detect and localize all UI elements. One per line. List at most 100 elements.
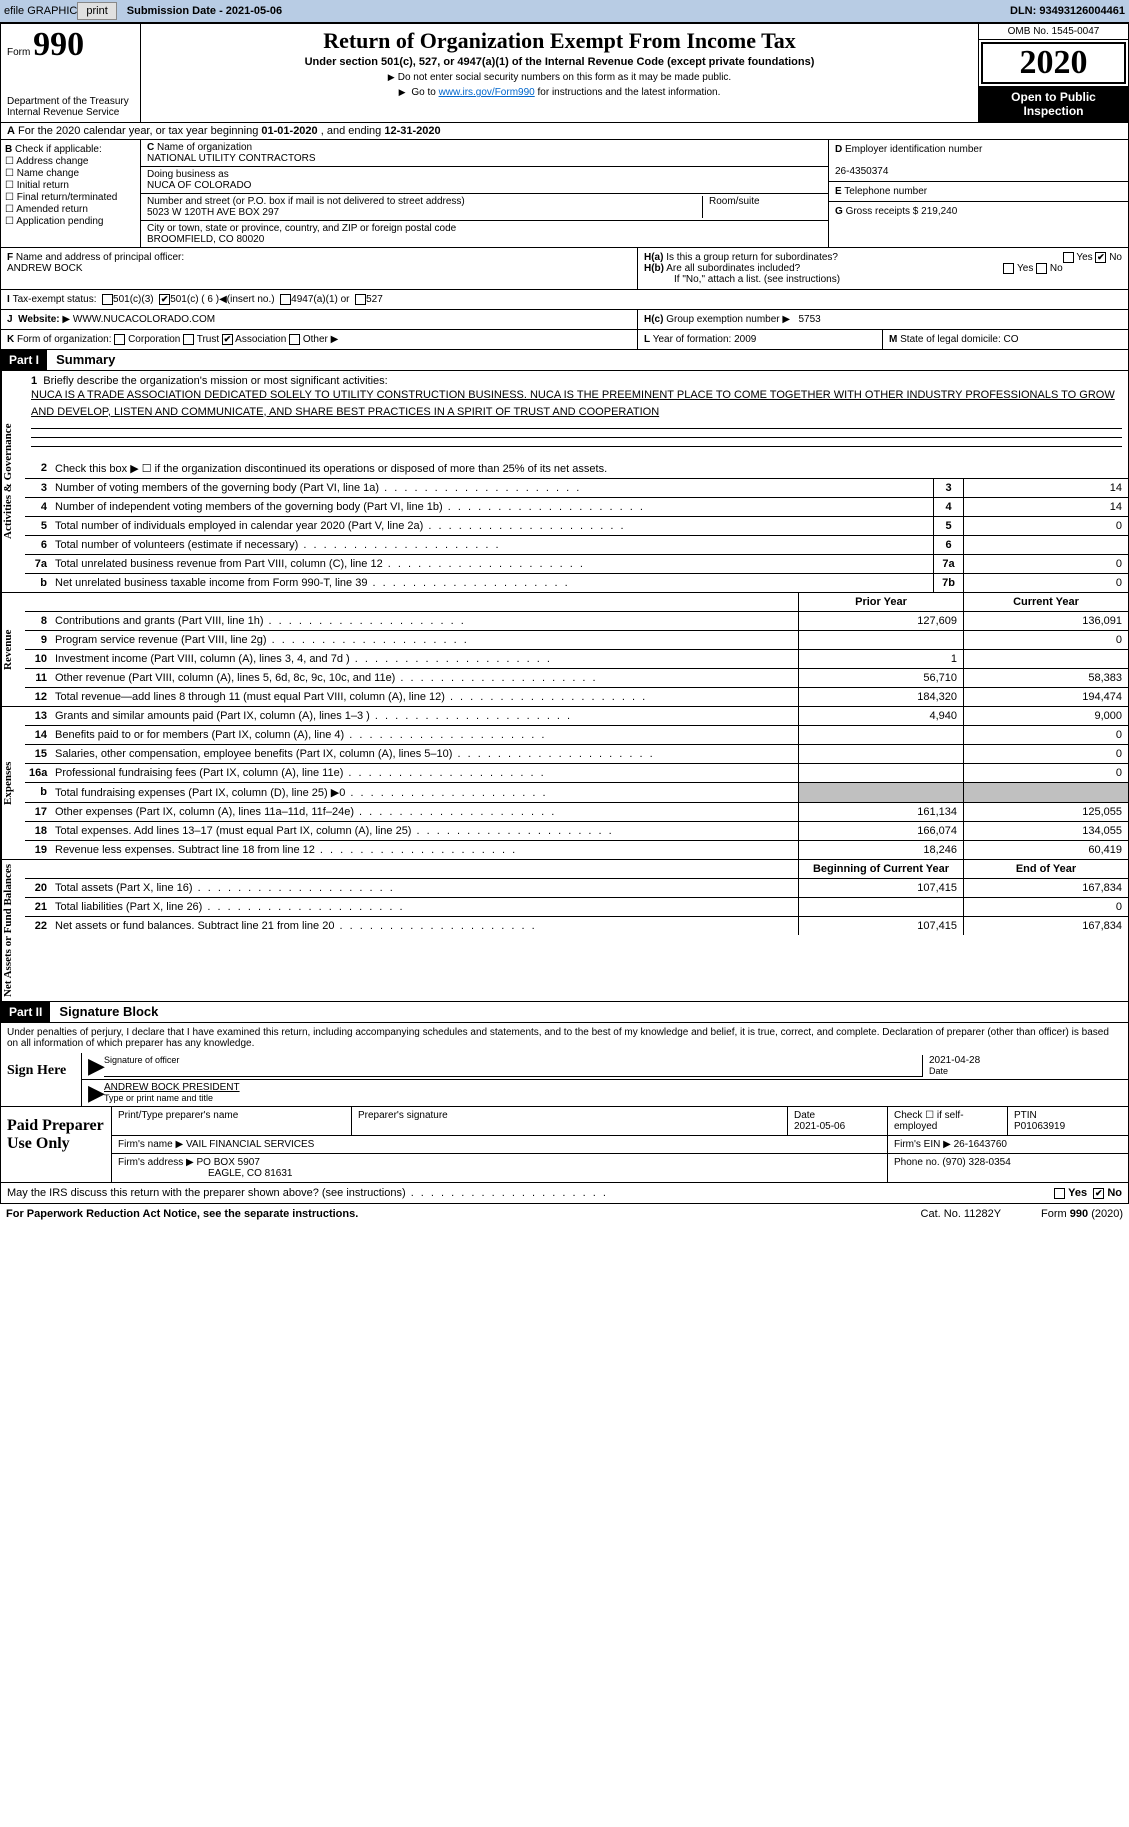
- form-title: Return of Organization Exempt From Incom…: [147, 28, 972, 54]
- discuss-yes: [1054, 1188, 1065, 1199]
- ck-amended: ☐ Amended return: [5, 204, 136, 215]
- irs-link[interactable]: www.irs.gov/Form990: [439, 87, 535, 98]
- form-number: 990: [33, 26, 84, 63]
- form-ref: Form 990 (2020): [1041, 1208, 1123, 1220]
- page-footer: For Paperwork Reduction Act Notice, see …: [0, 1204, 1129, 1224]
- perjury-declaration: Under penalties of perjury, I declare th…: [1, 1023, 1128, 1053]
- form-header: Form 990 Department of the Treasury Inte…: [0, 23, 1129, 123]
- tax-year: 2020: [981, 42, 1126, 84]
- row-j: J Website: ▶ WWW.NUCACOLORADO.COM H(c) G…: [0, 310, 1129, 330]
- h-a-no: [1095, 252, 1106, 263]
- summary-line: 10Investment income (Part VIII, column (…: [25, 650, 1128, 669]
- firm-phone: (970) 328-0354: [942, 1157, 1010, 1168]
- ck-address-change: ☐ Address change: [5, 156, 136, 167]
- summary-line: 9Program service revenue (Part VIII, lin…: [25, 631, 1128, 650]
- box-b: B Check if applicable: ☐ Address change …: [1, 140, 141, 247]
- summary-line: 3Number of voting members of the governi…: [25, 479, 1128, 498]
- summary-line: 18Total expenses. Add lines 13–17 (must …: [25, 822, 1128, 841]
- box-l: L Year of formation: 2009: [638, 330, 883, 349]
- summary-line: bTotal fundraising expenses (Part IX, co…: [25, 783, 1128, 803]
- part-i-header: Part I Summary: [0, 350, 1129, 371]
- print-button[interactable]: print: [77, 2, 116, 20]
- summary-line: 16aProfessional fundraising fees (Part I…: [25, 764, 1128, 783]
- summary-line: 4Number of independent voting members of…: [25, 498, 1128, 517]
- ein: 26-4350374: [835, 166, 888, 177]
- summary-line: bNet unrelated business taxable income f…: [25, 574, 1128, 592]
- omb-number: OMB No. 1545-0047: [979, 24, 1128, 40]
- header-right: OMB No. 1545-0047 2020 Open to Public In…: [978, 24, 1128, 122]
- summary-line: 7aTotal unrelated business revenue from …: [25, 555, 1128, 574]
- ck-initial-return: ☐ Initial return: [5, 180, 136, 191]
- summary-line: 8Contributions and grants (Part VIII, li…: [25, 612, 1128, 631]
- part-ii-header: Part II Signature Block: [0, 1002, 1129, 1023]
- officer-name-title: ANDREW BOCK PRESIDENT: [104, 1082, 240, 1093]
- summary-line: 15Salaries, other compensation, employee…: [25, 745, 1128, 764]
- ck-other: [289, 334, 300, 345]
- firm-ein: 26-1643760: [954, 1139, 1007, 1150]
- mission-text: NUCA IS A TRADE ASSOCIATION DEDICATED SO…: [31, 389, 1115, 418]
- h-b-yes: [1003, 263, 1014, 274]
- summary-line: 13Grants and similar amounts paid (Part …: [25, 707, 1128, 726]
- ck-assoc: [222, 334, 233, 345]
- revenue-header: Prior Year Current Year: [25, 593, 1128, 612]
- summary-line: 22Net assets or fund balances. Subtract …: [25, 917, 1128, 935]
- na-header: Beginning of Current Year End of Year: [25, 860, 1128, 879]
- paid-preparer: Paid Preparer Use Only Print/Type prepar…: [0, 1107, 1129, 1183]
- website: WWW.NUCACOLORADO.COM: [73, 314, 215, 325]
- open-to-public: Open to Public Inspection: [979, 86, 1128, 122]
- note-goto: Go to www.irs.gov/Form990 for instructio…: [147, 87, 972, 98]
- summary-line: 21Total liabilities (Part X, line 26)0: [25, 898, 1128, 917]
- h-a-yes: [1063, 252, 1074, 263]
- ck-final-return: ☐ Final return/terminated: [5, 192, 136, 203]
- h-b-no: [1036, 263, 1047, 274]
- sign-date: 2021-04-28: [929, 1055, 980, 1066]
- summary-line: 11Other revenue (Part VIII, column (A), …: [25, 669, 1128, 688]
- sign-here-label: Sign Here: [1, 1053, 81, 1106]
- submission-date-label: Submission Date - 2021-05-06: [127, 5, 282, 17]
- org-name: NATIONAL UTILITY CONTRACTORS: [147, 153, 316, 164]
- vtab-net-assets: Net Assets or Fund Balances: [1, 860, 25, 1001]
- line-1-mission: 1 Briefly describe the organization's mi…: [25, 371, 1128, 459]
- gross-receipts: 219,240: [921, 206, 957, 217]
- prep-date: 2021-05-06: [794, 1121, 845, 1132]
- ck-4947: [280, 294, 291, 305]
- ck-corp: [114, 334, 125, 345]
- dln: DLN: 93493126004461: [1010, 5, 1125, 17]
- org-dba: NUCA OF COLORADO: [147, 180, 251, 191]
- summary-line: 14Benefits paid to or for members (Part …: [25, 726, 1128, 745]
- section-activities-governance: Activities & Governance 1 Briefly descri…: [0, 371, 1129, 593]
- box-k: K Form of organization: Corporation Trus…: [1, 330, 638, 349]
- section-expenses: Expenses 13Grants and similar amounts pa…: [0, 707, 1129, 860]
- summary-line: 20Total assets (Part X, line 16)107,4151…: [25, 879, 1128, 898]
- ck-501c: [159, 294, 170, 305]
- section-revenue: Revenue Prior Year Current Year 8Contrib…: [0, 593, 1129, 707]
- row-i: I Tax-exempt status: 501(c)(3) 501(c) ( …: [0, 290, 1129, 310]
- summary-line: 17Other expenses (Part IX, column (A), l…: [25, 803, 1128, 822]
- vtab-revenue: Revenue: [1, 593, 25, 706]
- header-mid: Return of Organization Exempt From Incom…: [141, 24, 978, 122]
- vtab-expenses: Expenses: [1, 707, 25, 859]
- ck-trust: [183, 334, 194, 345]
- firm-name: VAIL FINANCIAL SERVICES: [186, 1139, 314, 1150]
- summary-line: 12Total revenue—add lines 8 through 11 (…: [25, 688, 1128, 706]
- sign-arrow-icon-2: ▶: [88, 1082, 104, 1104]
- sign-arrow-icon: ▶: [88, 1055, 104, 1077]
- line-2: 2 Check this box ▶ ☐ if the organization…: [25, 459, 1128, 479]
- summary-line: 5Total number of individuals employed in…: [25, 517, 1128, 536]
- box-m: M State of legal domicile: CO: [883, 330, 1128, 349]
- row-fh: F Name and address of principal officer:…: [0, 248, 1129, 290]
- firm-addr1: PO BOX 5907: [197, 1157, 260, 1168]
- summary-line: 19Revenue less expenses. Subtract line 1…: [25, 841, 1128, 859]
- form-subtitle: Under section 501(c), 527, or 4947(a)(1)…: [147, 56, 972, 68]
- ck-527: [355, 294, 366, 305]
- row-klm: K Form of organization: Corporation Trus…: [0, 330, 1129, 350]
- firm-addr2: EAGLE, CO 81631: [208, 1168, 293, 1179]
- box-h: H(a) Is this a group return for subordin…: [638, 248, 1128, 289]
- vtab-gov: Activities & Governance: [1, 371, 25, 592]
- ck-name-change: ☐ Name change: [5, 168, 136, 179]
- box-c: C Name of organization NATIONAL UTILITY …: [141, 140, 828, 247]
- efile-label: efile GRAPHIC: [4, 5, 77, 17]
- org-addr: 5023 W 120TH AVE BOX 297: [147, 207, 279, 218]
- period-row: A For the 2020 calendar year, or tax yea…: [0, 123, 1129, 140]
- ptin: P01063919: [1014, 1121, 1065, 1132]
